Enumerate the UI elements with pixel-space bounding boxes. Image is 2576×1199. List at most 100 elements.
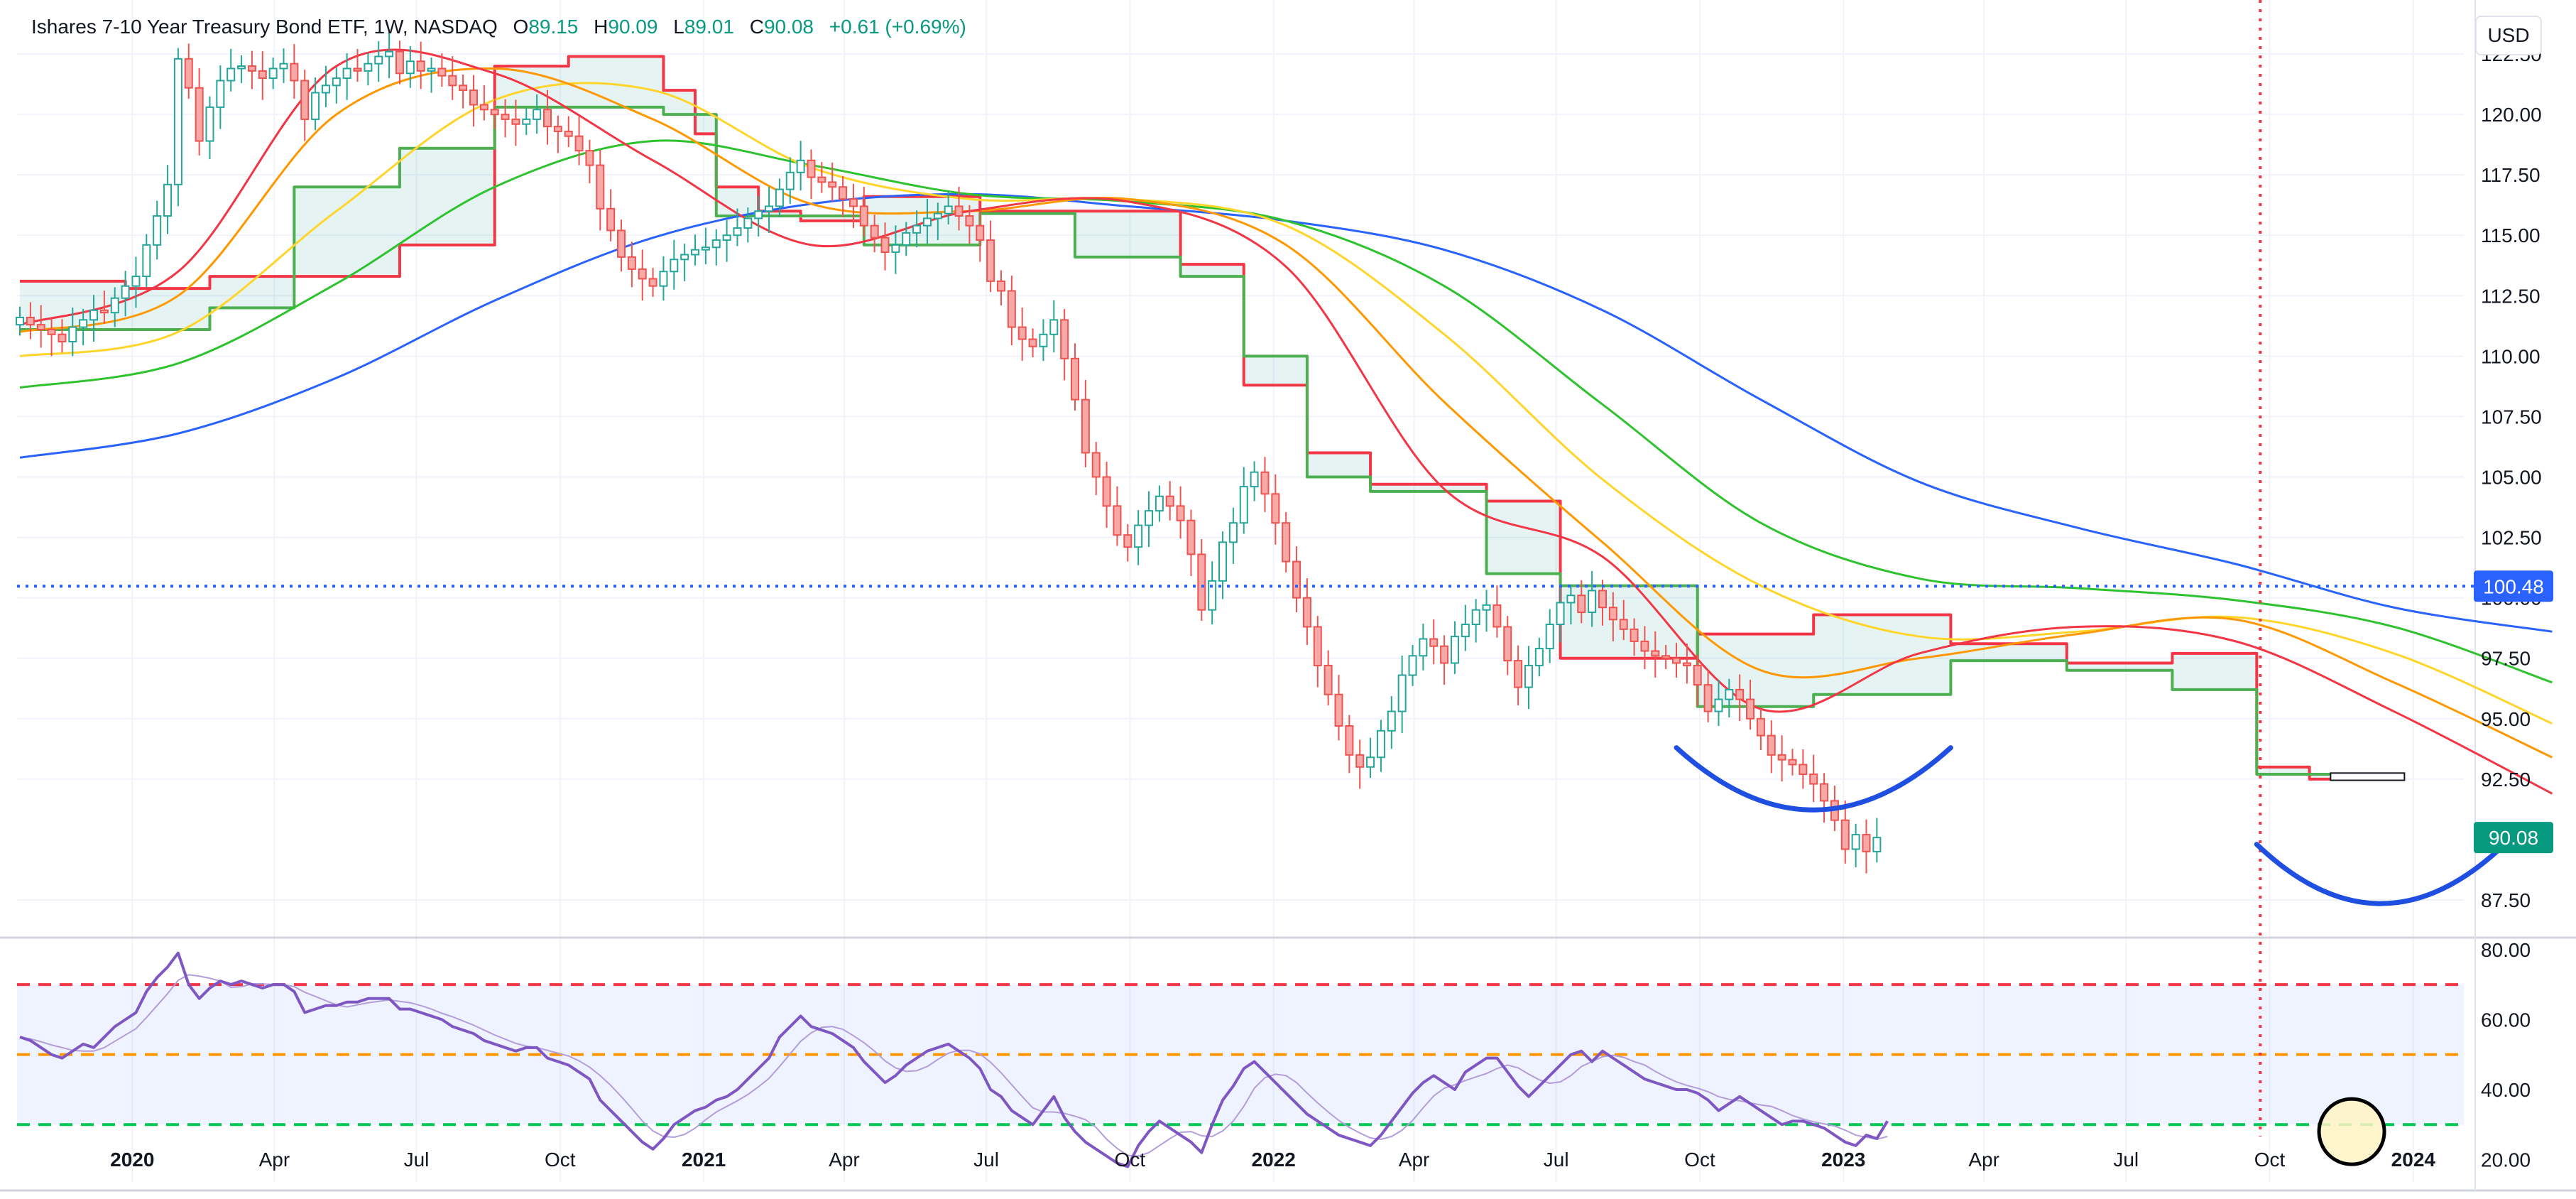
candle-body <box>1145 510 1154 526</box>
candle-body <box>1640 640 1649 652</box>
candle <box>501 99 510 138</box>
candle <box>1007 276 1016 346</box>
candle-body <box>944 205 953 215</box>
time-tick-label: 2024 <box>2391 1149 2436 1171</box>
candle-body <box>859 205 868 227</box>
candle <box>279 48 288 83</box>
candle <box>1387 696 1396 749</box>
candle <box>870 215 879 253</box>
candle-body <box>902 232 911 246</box>
candle <box>16 306 24 336</box>
candle-body <box>501 114 510 120</box>
candle <box>416 41 425 89</box>
candle-body <box>1081 398 1090 454</box>
candle-body <box>1840 819 1850 850</box>
candle <box>184 43 193 99</box>
candle-body <box>279 63 288 70</box>
candle-body <box>1355 754 1365 768</box>
candle-body <box>416 60 425 72</box>
candle-body <box>743 217 753 229</box>
time-tick-label: Apr <box>829 1149 860 1171</box>
candle <box>142 234 151 288</box>
candle-body <box>1746 698 1755 720</box>
candle <box>227 48 236 92</box>
candle <box>247 50 256 89</box>
candle <box>627 242 636 288</box>
candle <box>648 268 657 298</box>
candle-body <box>1651 650 1660 657</box>
candle <box>1440 635 1449 685</box>
candle-body <box>596 164 605 210</box>
candle <box>1492 585 1502 638</box>
candle <box>1366 737 1375 778</box>
candle-body <box>670 259 679 273</box>
candle-body <box>1514 660 1523 688</box>
candle-body <box>79 319 88 328</box>
candle <box>321 65 330 107</box>
price-tick-label: 120.00 <box>2481 104 2542 126</box>
candle-body <box>1862 834 1871 852</box>
candle <box>828 162 837 202</box>
candle-body <box>765 205 774 212</box>
candle-body <box>121 285 130 299</box>
candle-body <box>564 130 573 137</box>
candle <box>1619 600 1628 641</box>
candle <box>1218 531 1228 600</box>
candle <box>1703 669 1713 722</box>
candle-body <box>1566 595 1576 604</box>
price-tick-label: 105.00 <box>2481 467 2542 489</box>
candle <box>1102 462 1111 528</box>
candle <box>606 189 616 242</box>
candle-body <box>1123 534 1133 548</box>
candle-body <box>922 217 932 227</box>
candle <box>1292 546 1301 613</box>
candle-body <box>1777 754 1786 761</box>
candle <box>1313 616 1322 688</box>
candle <box>364 53 373 86</box>
candle <box>1302 578 1311 645</box>
candle <box>954 186 964 231</box>
candle-body <box>205 106 214 142</box>
candle-body <box>1714 698 1723 712</box>
candle-body <box>342 67 351 80</box>
bottom-arc-right <box>2254 842 2502 906</box>
candle <box>68 307 77 357</box>
cloud-lower-line <box>20 105 2342 776</box>
candle <box>1408 644 1417 686</box>
rsi-tick-label: 60.00 <box>2481 1009 2531 1031</box>
candle <box>163 165 173 234</box>
time-tick-label: Oct <box>1684 1149 1715 1171</box>
candle-body <box>395 50 404 75</box>
candle-body <box>1102 476 1111 507</box>
candle <box>848 183 858 229</box>
candle <box>701 227 710 265</box>
candle-body <box>385 50 394 58</box>
candle <box>564 116 573 148</box>
candle-body <box>1271 493 1280 524</box>
candle <box>121 271 130 317</box>
candle <box>1872 818 1882 863</box>
candle-body <box>870 224 879 239</box>
candle <box>1682 643 1691 684</box>
candle-body <box>1155 495 1164 512</box>
candle-body <box>1672 657 1681 664</box>
candle-body <box>1165 495 1174 507</box>
candle-body <box>311 92 320 120</box>
candle-body <box>585 150 594 166</box>
candle-body <box>1028 338 1037 347</box>
price-tick-label: 110.00 <box>2481 345 2540 367</box>
candle-body <box>1366 756 1375 768</box>
currency-button[interactable]: USD <box>2475 16 2542 55</box>
candle-body <box>1049 319 1059 335</box>
candle <box>859 186 868 237</box>
candle <box>427 58 436 93</box>
candle <box>1461 604 1470 651</box>
candle <box>659 256 668 301</box>
candle-body <box>976 224 985 242</box>
candle-body <box>1534 648 1544 666</box>
candle-body <box>543 109 552 128</box>
price-tick-label: 115.00 <box>2481 224 2540 246</box>
candle-body <box>839 186 848 200</box>
candle-body <box>1725 688 1734 700</box>
candle-body <box>986 239 995 282</box>
